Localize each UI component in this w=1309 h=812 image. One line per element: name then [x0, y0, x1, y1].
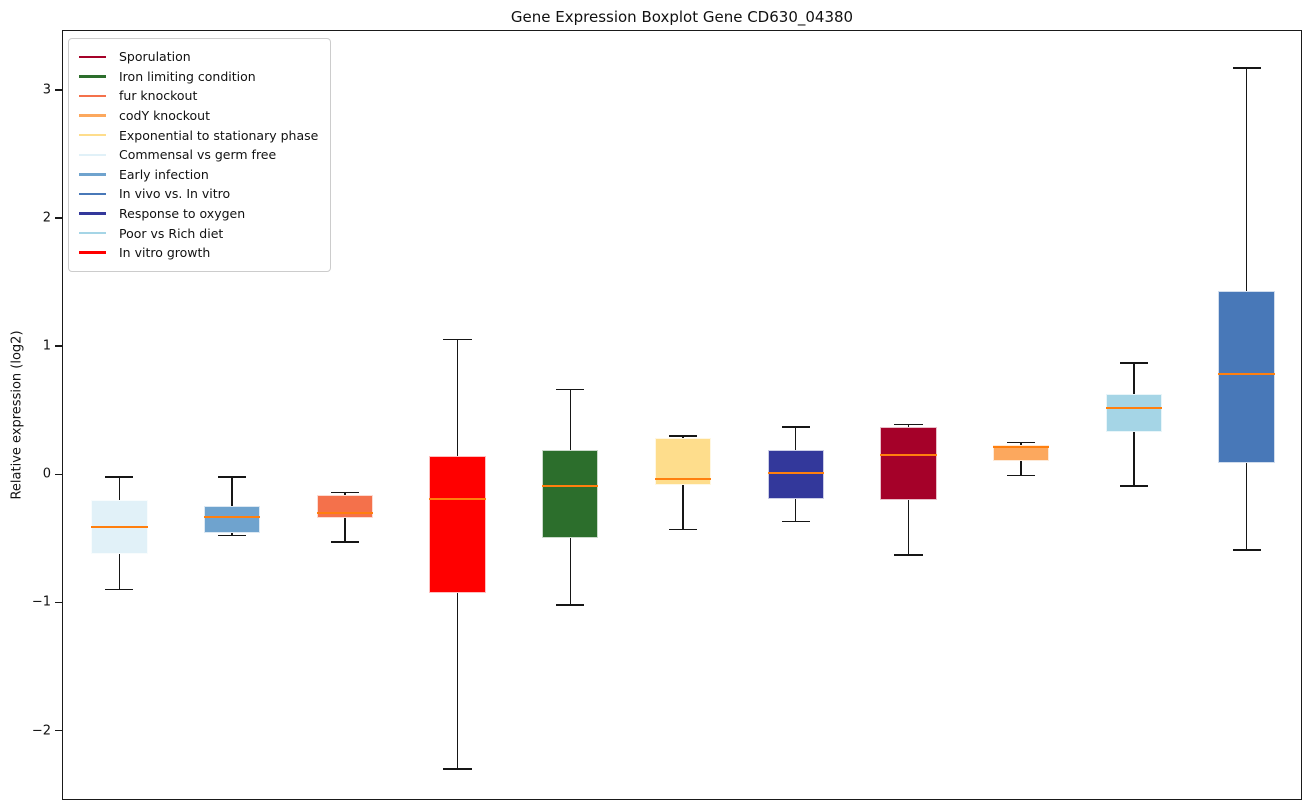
boxplot-median	[654, 478, 712, 481]
boxplot-box	[1105, 393, 1163, 432]
y-tick	[55, 89, 62, 91]
boxplot-cap-top	[1007, 441, 1036, 443]
legend-label: Iron limiting condition	[119, 68, 256, 84]
legend-item: Poor vs Rich diet	[79, 223, 318, 243]
legend-label: Exponential to stationary phase	[119, 127, 319, 143]
boxplot-cap-bottom	[1007, 474, 1036, 477]
y-tick	[55, 601, 62, 604]
legend-swatch	[79, 114, 106, 117]
legend-label: Early infection	[119, 166, 209, 182]
legend-swatch	[79, 231, 106, 235]
boxplot-median	[429, 497, 486, 500]
legend-swatch	[79, 55, 106, 59]
boxplot-box	[542, 449, 599, 539]
legend-label: Commensal vs germ free	[119, 147, 277, 163]
boxplot-cap-top	[894, 423, 923, 426]
boxplot-box	[993, 444, 1050, 462]
legend-label: In vitro growth	[119, 245, 211, 261]
boxplot-median	[91, 525, 148, 528]
legend-label: codY knockout	[119, 108, 211, 124]
legend-label: fur knockout	[119, 88, 198, 104]
legend-swatch	[79, 192, 106, 196]
y-tick	[55, 729, 62, 732]
legend-item: fur knockout	[79, 86, 318, 106]
y-tick	[55, 345, 62, 347]
legend-item: In vivo vs. In vitro	[79, 184, 318, 204]
chart-title: Gene Expression Boxplot Gene CD630_04380	[510, 8, 854, 26]
boxplot-cap-top	[330, 491, 359, 493]
boxplot-median	[203, 515, 261, 518]
boxplot-cap-bottom	[1232, 549, 1261, 551]
boxplot-cap-bottom	[556, 604, 585, 606]
legend-swatch	[79, 94, 106, 98]
legend-swatch	[79, 212, 106, 215]
boxplot-cap-bottom	[218, 535, 247, 537]
boxplot-median	[880, 454, 937, 457]
y-tick	[55, 473, 62, 475]
boxplot-median	[767, 472, 824, 474]
boxplot-cap-bottom	[330, 541, 359, 543]
legend-label: Sporulation	[119, 49, 191, 65]
legend-swatch	[79, 153, 106, 157]
boxplot-box	[203, 506, 261, 534]
boxplot-cap-top	[781, 426, 810, 428]
boxplot-box	[316, 494, 373, 518]
boxplot-cap-bottom	[443, 768, 472, 770]
boxplot-box	[767, 449, 824, 499]
y-tick-label: −1	[31, 594, 51, 610]
boxplot-median	[316, 511, 373, 514]
boxplot-cap-top	[668, 435, 698, 437]
boxplot-whisker	[231, 476, 233, 536]
legend-item: Commensal vs germ free	[79, 145, 318, 165]
legend-label: In vivo vs. In vitro	[119, 186, 231, 202]
y-tick-label: −2	[31, 723, 51, 739]
boxplot-median	[993, 446, 1050, 449]
legend-swatch	[79, 133, 106, 137]
plot-area: 3 2 1 0 −1 −2 Sporulation Iron limiting condit…	[32, 30, 1302, 800]
boxplot-box	[429, 456, 486, 594]
boxplot-box	[1218, 291, 1275, 463]
boxplot-median	[1218, 373, 1275, 376]
boxplot-cap-bottom	[894, 554, 923, 556]
legend: Sporulation Iron limiting condition fur kn…	[68, 38, 332, 272]
boxplot-box	[880, 426, 937, 500]
boxplot-cap-top	[105, 476, 134, 478]
y-tick-label: 3	[42, 82, 51, 98]
y-tick-label: 1	[42, 338, 51, 354]
boxplot-cap-top	[218, 476, 247, 478]
legend-item: Iron limiting condition	[79, 67, 318, 87]
legend-item: codY knockout	[79, 106, 318, 126]
boxplot-median	[1105, 406, 1163, 409]
legend-swatch	[79, 75, 106, 78]
boxplot-cap-top	[1232, 67, 1261, 69]
legend-item: Sporulation	[79, 47, 318, 67]
boxplot-cap-bottom	[1119, 485, 1148, 487]
boxplot-box	[654, 438, 712, 485]
legend-swatch	[79, 251, 106, 254]
boxplot-cap-top	[443, 339, 472, 341]
legend-swatch	[79, 173, 106, 176]
y-tick-label: 2	[42, 210, 51, 226]
boxplot-cap-top	[556, 389, 585, 391]
boxplot-cap-bottom	[781, 520, 810, 523]
y-tick-label: 0	[42, 466, 51, 482]
y-tick	[55, 217, 62, 219]
boxplot-cap-bottom	[105, 588, 134, 591]
legend-item: In vitro growth	[79, 243, 318, 263]
legend-item: Exponential to stationary phase	[79, 125, 318, 145]
boxplot-median	[542, 484, 599, 487]
legend-label: Poor vs Rich diet	[119, 225, 224, 241]
boxplot-cap-bottom	[668, 528, 698, 531]
legend-item: Response to oxygen	[79, 204, 318, 224]
legend-item: Early infection	[79, 165, 318, 185]
legend-label: Response to oxygen	[119, 206, 246, 222]
boxplot-cap-top	[1119, 362, 1148, 364]
